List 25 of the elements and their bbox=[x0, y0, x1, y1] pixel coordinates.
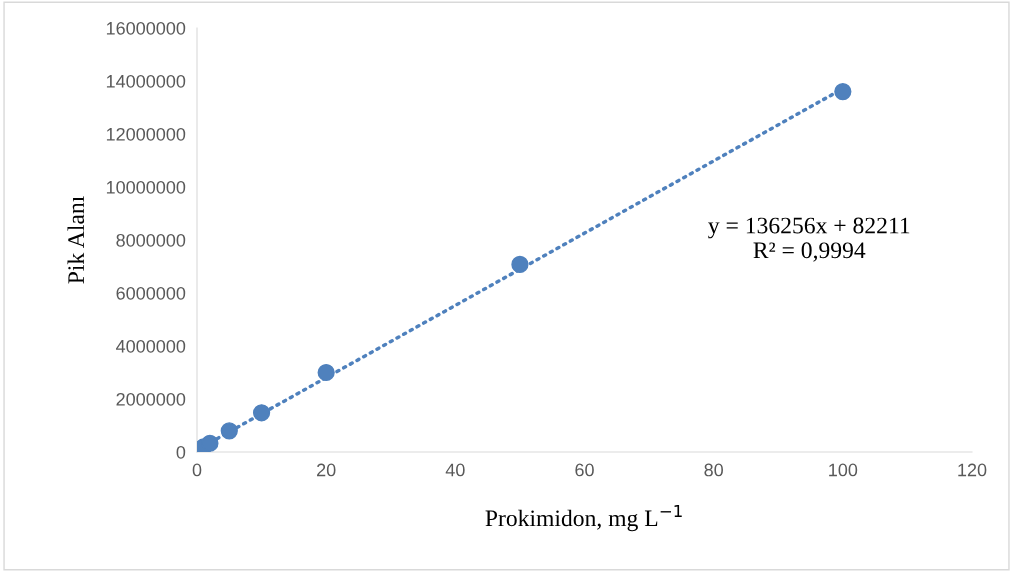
y-tick-label: 12000000 bbox=[106, 127, 186, 141]
x-tick-label: 40 bbox=[445, 463, 465, 477]
point bbox=[511, 255, 529, 273]
y-tick-label: 8000000 bbox=[116, 233, 186, 247]
x-tick-label: 80 bbox=[704, 463, 723, 477]
point bbox=[317, 363, 335, 382]
x-tick-label: 20 bbox=[317, 463, 336, 477]
y-tick-label: 10000000 bbox=[106, 180, 186, 194]
x-tick-label: 0 bbox=[192, 463, 202, 477]
y-tick-label: 6000000 bbox=[116, 286, 186, 300]
y-tick-label: 2000000 bbox=[116, 392, 186, 406]
x-tick-label: 60 bbox=[575, 463, 594, 477]
y-tick-label: 14000000 bbox=[106, 74, 186, 88]
point bbox=[834, 82, 852, 101]
x-tick-label: 100 bbox=[829, 463, 858, 477]
point bbox=[201, 434, 219, 452]
y-tick-label: 0 bbox=[176, 445, 186, 459]
y-tick-label: 16000000 bbox=[106, 21, 186, 35]
x-axis-title: Prokimidon, mg L$^{−1}$ bbox=[485, 504, 682, 532]
y-tick-label: 4000000 bbox=[116, 339, 186, 353]
point bbox=[220, 422, 238, 440]
point bbox=[252, 404, 271, 422]
y-axis-title: Pik Alanı bbox=[67, 196, 85, 284]
annotation: y = 136256x + 82211 R² = 0,9994 bbox=[708, 217, 910, 262]
x-tick-label: 120 bbox=[958, 463, 987, 477]
